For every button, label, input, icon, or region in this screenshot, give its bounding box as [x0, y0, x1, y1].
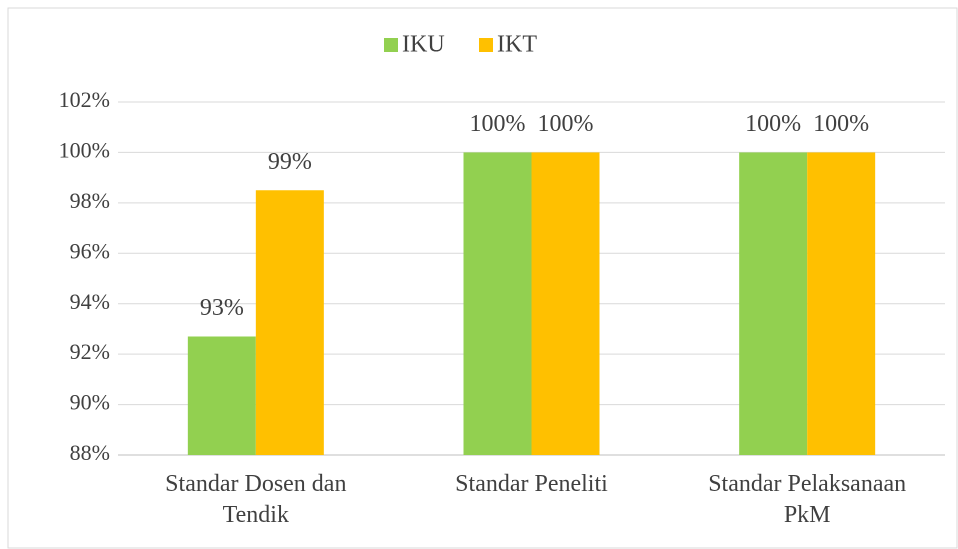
bar [739, 152, 808, 455]
y-tick-label: 96% [70, 238, 110, 263]
legend-swatch [384, 38, 398, 52]
bar [463, 152, 532, 455]
legend-swatch [479, 38, 493, 52]
data-label: 100% [745, 111, 801, 137]
x-tick-label: Standar Pelaksanaan PkM [708, 471, 907, 528]
y-tick-label: 92% [70, 339, 110, 364]
y-tick-label: 102% [59, 87, 110, 112]
x-tick-label: Standar Peneliti [455, 471, 608, 497]
data-label: 99% [268, 149, 312, 175]
data-label: 100% [470, 111, 526, 137]
y-tick-label: 98% [70, 188, 110, 213]
data-label: 93% [200, 295, 244, 321]
legend-label: IKT [497, 32, 537, 58]
y-tick-label: 100% [59, 137, 110, 162]
x-tick-label: Standar Dosen dan Tendik [165, 471, 347, 528]
data-label: 100% [813, 111, 869, 137]
y-tick-label: 88% [70, 440, 110, 465]
bar [255, 190, 324, 455]
bar [531, 152, 600, 455]
bar [807, 152, 876, 455]
bar [187, 336, 256, 455]
y-tick-label: 90% [70, 390, 110, 415]
legend-label: IKU [402, 32, 445, 58]
y-tick-label: 94% [70, 289, 110, 314]
data-label: 100% [538, 111, 594, 137]
